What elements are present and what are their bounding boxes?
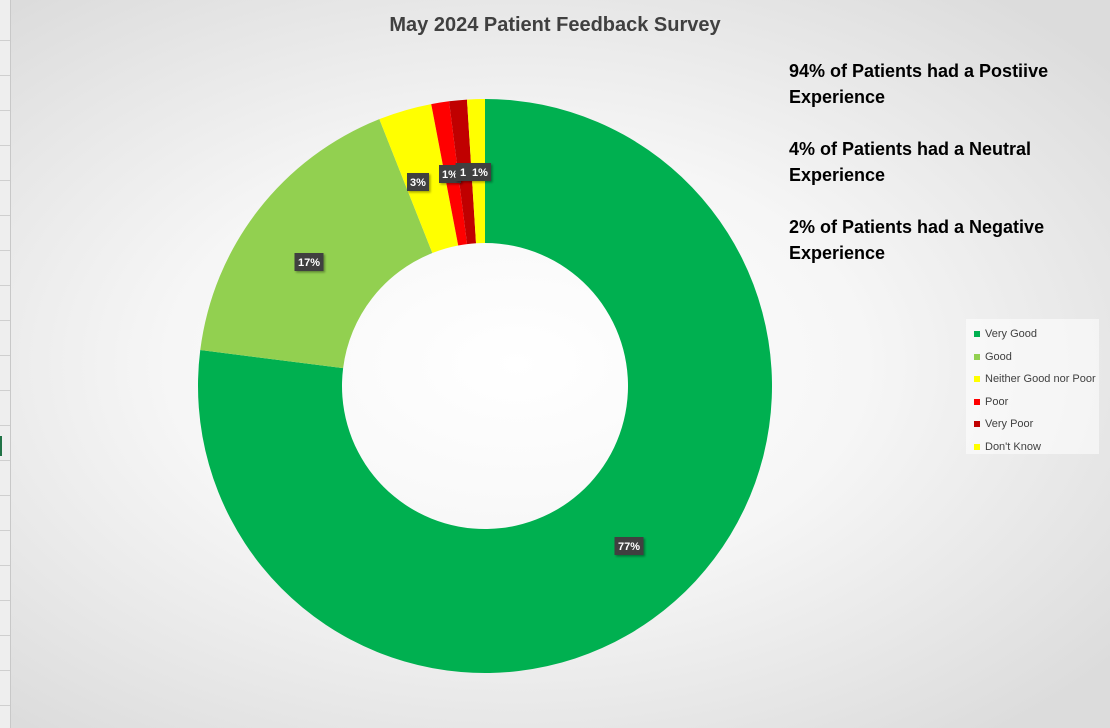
legend-item-don-t-know[interactable]: Don't Know [974, 436, 1099, 459]
legend-label: Poor [985, 395, 1009, 408]
legend-label: Don't Know [985, 440, 1041, 453]
data-label-very-poor: 1 [455, 163, 471, 181]
legend-item-good[interactable]: Good [974, 346, 1099, 369]
data-label-don-t-know: 1% [469, 163, 491, 181]
legend-item-very-poor[interactable]: Very Poor [974, 413, 1099, 436]
legend-swatch [974, 376, 980, 383]
negative-experience-note: 2% of Patients had a Negative Experience [789, 217, 1045, 263]
legend-swatch [974, 331, 980, 338]
legend-item-very-good[interactable]: Very Good [974, 323, 1099, 346]
donut-slice-good[interactable] [200, 119, 433, 369]
legend-label: Very Good [985, 328, 1037, 341]
data-label-good: 17% [294, 253, 324, 271]
legend-label: Good [985, 350, 1012, 363]
chart-legend[interactable]: Very Good Good Neither Good nor Poor Poor Ve… [966, 319, 1099, 454]
legend-swatch [974, 443, 980, 450]
legend-swatch [974, 353, 980, 360]
legend-label: Very Poor [985, 418, 1034, 431]
legend-item-neither-good-nor-poor[interactable]: Neither Good nor Poor [974, 368, 1099, 391]
legend-item-poor[interactable]: Poor [974, 391, 1099, 414]
legend-label: Neither Good nor Poor [985, 373, 1096, 386]
svg-text:77%: 77% [618, 541, 640, 553]
active-row-marker [0, 436, 2, 456]
data-label-very-good: 77% [614, 537, 644, 555]
svg-text:17%: 17% [298, 257, 320, 269]
donut-slice-very-good[interactable] [197, 99, 772, 673]
svg-text:1%: 1% [442, 169, 458, 181]
summary-annotations: 94% of Patients had a Postiive Experienc… [789, 58, 1099, 292]
spreadsheet-row-strip [0, 0, 11, 728]
svg-text:1%: 1% [472, 167, 488, 179]
svg-text:3%: 3% [410, 177, 426, 189]
svg-text:1: 1 [460, 167, 466, 179]
positive-experience-note: 94% of Patients had a Postiive Experienc… [789, 61, 1049, 107]
data-label-neither-good-nor-poor: 3% [407, 173, 429, 191]
legend-swatch [974, 398, 980, 405]
neutral-experience-note: 4% of Patients had a Neutral Experience [789, 139, 1032, 185]
legend-swatch [974, 421, 980, 428]
chart-title: May 2024 Patient Feedback Survey [389, 14, 721, 36]
